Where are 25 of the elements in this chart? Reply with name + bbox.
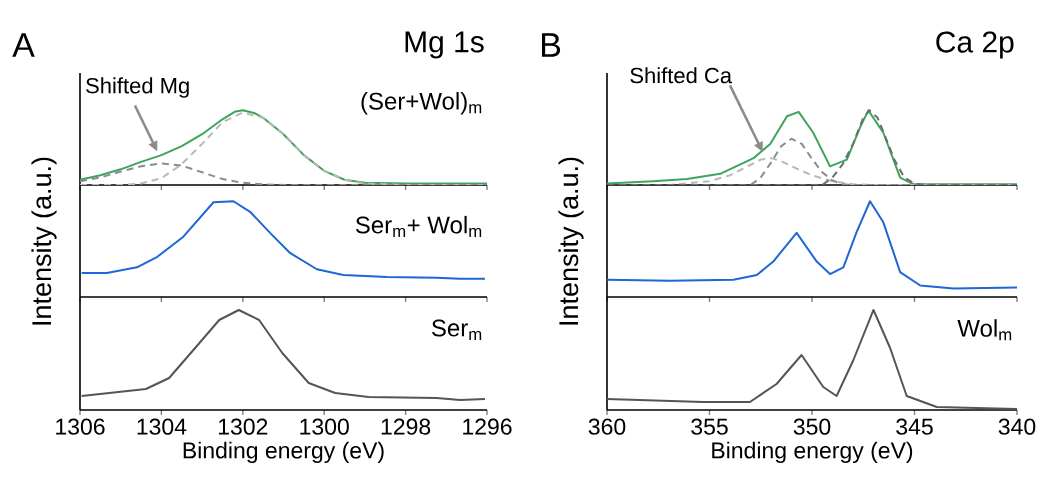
x-tick-label: 1306 xyxy=(56,418,105,435)
annotation: Shifted Mg xyxy=(86,77,189,98)
y-axis-title: Intensity (a.u.) xyxy=(31,157,57,325)
text: Wol$_{m}$ xyxy=(957,319,1012,341)
x-tick-label: 355 xyxy=(691,418,728,435)
x-axis-title: Binding energy (eV) xyxy=(183,441,384,464)
chart-title: Ca 2p xyxy=(936,31,1014,59)
text: Ser$_{m}$ xyxy=(431,319,482,341)
series-label: Ser$_{m}$+ Wol$_{m}$ xyxy=(355,215,482,237)
x-tick-label: 340 xyxy=(998,418,1036,435)
x-tick-label: 1300 xyxy=(300,418,349,435)
x-tick-label: 1296 xyxy=(463,418,512,435)
x-tick-label: 360 xyxy=(588,418,626,435)
x-tick-label: 1302 xyxy=(218,418,268,435)
x-tick-label: 1298 xyxy=(381,418,431,435)
text: A xyxy=(12,33,35,57)
annotation: Shifted Ca xyxy=(630,67,733,84)
chart-title: Mg 1s xyxy=(405,31,484,59)
text: (Ser+Wol)$_{m}$ xyxy=(361,92,482,115)
x-tick-label: 1304 xyxy=(137,418,187,435)
x-tick-label: 345 xyxy=(896,418,933,435)
y-axis-title: Intensity (a.u.) xyxy=(558,157,584,325)
x-tick-label: 350 xyxy=(793,418,831,435)
text: B xyxy=(542,33,561,57)
x-axis-title: Binding energy (eV) xyxy=(712,441,913,464)
